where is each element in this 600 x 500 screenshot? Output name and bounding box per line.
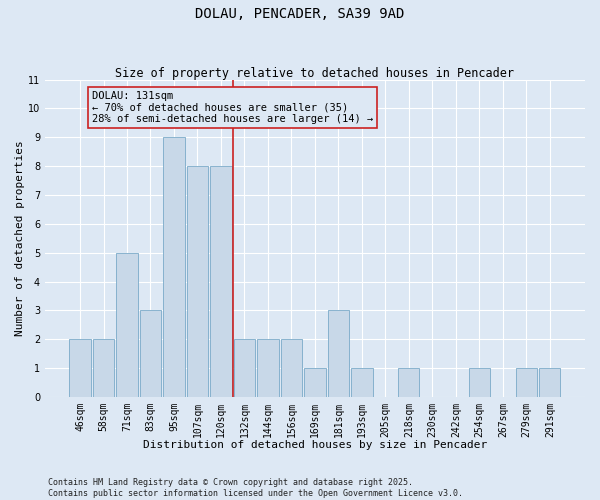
Bar (140, 310, 161, 397)
Bar (70, 340, 91, 397)
Bar (234, 340, 255, 397)
Bar (281, 340, 302, 397)
Title: Size of property relative to detached houses in Pencader: Size of property relative to detached ho… (115, 66, 514, 80)
Bar (93, 340, 114, 397)
Bar (304, 368, 326, 397)
Bar (516, 368, 537, 397)
Bar (539, 368, 560, 397)
Bar (211, 166, 232, 397)
Bar (469, 368, 490, 397)
Text: Contains HM Land Registry data © Crown copyright and database right 2025.
Contai: Contains HM Land Registry data © Crown c… (48, 478, 463, 498)
Bar (352, 368, 373, 397)
Text: DOLAU, PENCADER, SA39 9AD: DOLAU, PENCADER, SA39 9AD (196, 8, 404, 22)
Bar (398, 368, 419, 397)
Bar (116, 252, 137, 397)
Bar (163, 137, 185, 397)
Bar (257, 340, 278, 397)
Bar (187, 166, 208, 397)
X-axis label: Distribution of detached houses by size in Pencader: Distribution of detached houses by size … (143, 440, 487, 450)
Bar (328, 310, 349, 397)
Y-axis label: Number of detached properties: Number of detached properties (15, 140, 25, 336)
Text: DOLAU: 131sqm
← 70% of detached houses are smaller (35)
28% of semi-detached hou: DOLAU: 131sqm ← 70% of detached houses a… (92, 91, 373, 124)
